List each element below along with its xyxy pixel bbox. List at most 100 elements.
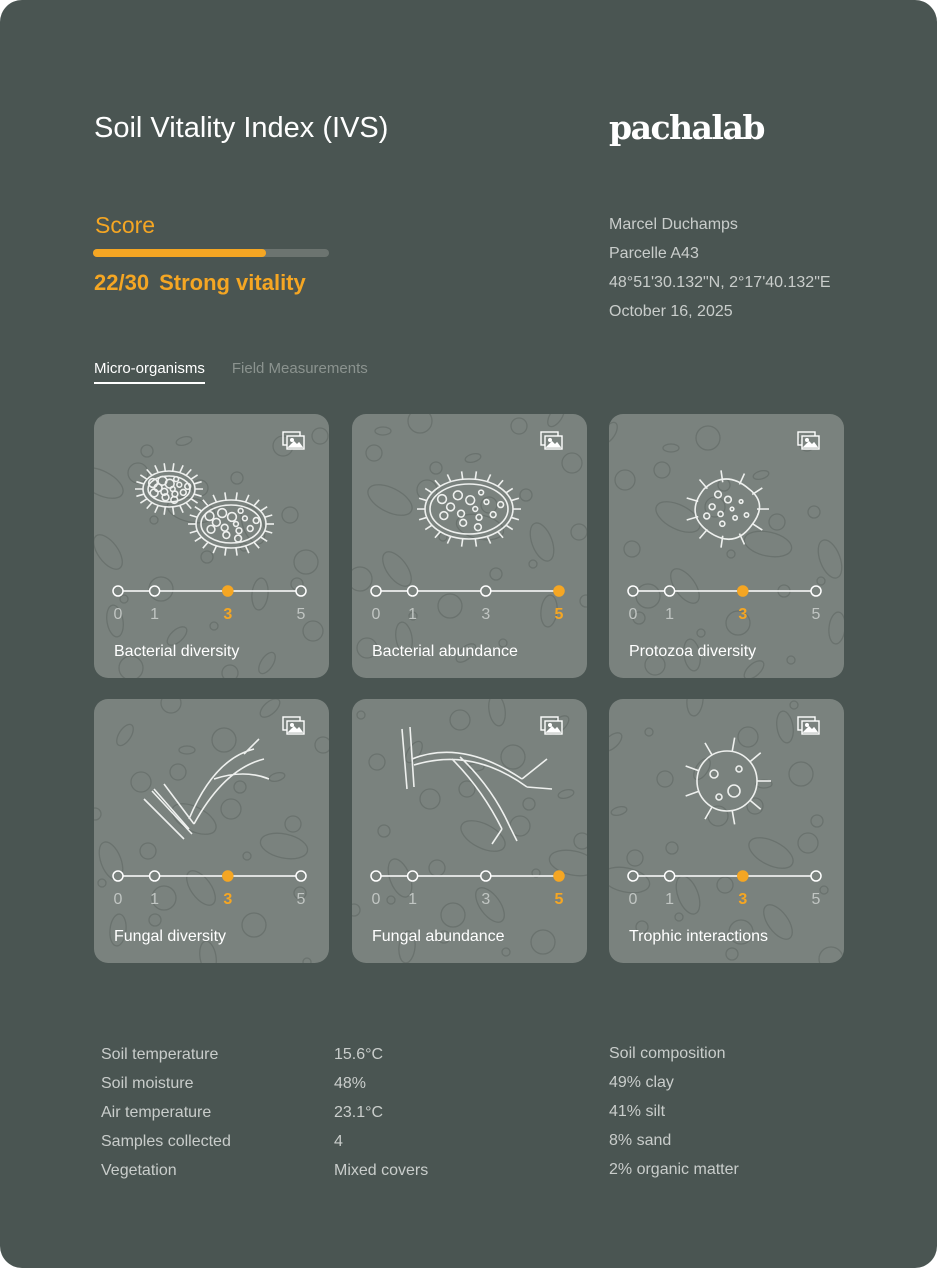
card-virus[interactable]: 0 1 3 5 Trophic interactions — [609, 699, 844, 963]
slider-tick-label: 1 — [408, 891, 418, 908]
page-title: Soil Vitality Index (IVS) — [94, 112, 389, 144]
slider-selected-dot[interactable] — [737, 585, 749, 597]
composition-item: 41% silt — [609, 1103, 666, 1120]
slider-dot[interactable] — [480, 870, 492, 882]
measurement-value: 48% — [334, 1075, 367, 1092]
score-slider — [112, 585, 307, 597]
card-fungal-network[interactable]: 0 1 3 5 Fungal abundance — [352, 699, 587, 963]
microbe-pattern-background — [609, 699, 844, 963]
slider-tick-label: 0 — [113, 606, 123, 623]
card-fungal-hyphae[interactable]: 0 1 3 5 Fungal diversity — [94, 699, 329, 963]
gallery-icon[interactable] — [540, 716, 564, 736]
measurement-values: 15.6°C 48% 23.1°C 4 Mixed covers — [334, 1040, 428, 1185]
slider-tick-label: 3 — [223, 606, 233, 623]
slider-dot[interactable] — [112, 585, 124, 597]
slider-dot[interactable] — [406, 870, 419, 882]
measurement-labels: Soil temperature Soil moisture Air tempe… — [101, 1040, 231, 1185]
slider-tick-label: 1 — [408, 606, 418, 623]
slider-dot[interactable] — [406, 585, 419, 597]
card-title: Fungal abundance — [372, 928, 505, 945]
slider-selected-dot[interactable] — [553, 870, 565, 882]
slider-selected-dot[interactable] — [222, 870, 234, 882]
measurement-label: Air temperature — [101, 1104, 212, 1121]
score-value: 22/30 Strong vitality — [94, 270, 316, 296]
slider-dot[interactable] — [810, 870, 822, 882]
measurement-value: 4 — [334, 1133, 343, 1150]
slider-tick-label: 0 — [371, 606, 381, 623]
slider-dot[interactable] — [810, 585, 822, 597]
measurement-value: 23.1°C — [334, 1104, 384, 1121]
slider-dot[interactable] — [112, 870, 124, 882]
measurement-value: Mixed covers — [334, 1162, 429, 1179]
microbe-pattern-background — [352, 414, 587, 663]
slider-dot[interactable] — [148, 585, 161, 597]
measurement-value: 15.6°C — [334, 1046, 384, 1063]
measurement-label: Soil temperature — [101, 1046, 219, 1063]
tab-field-measurements[interactable]: Field Measurements — [231, 360, 368, 377]
slider-dot[interactable] — [370, 585, 382, 597]
gallery-icon[interactable] — [540, 431, 564, 451]
slider-dot[interactable] — [148, 870, 161, 882]
logo: pachalab — [609, 108, 765, 147]
bacterium-illustration — [417, 471, 521, 547]
slider-dot[interactable] — [627, 870, 639, 882]
measurement-label: Vegetation — [101, 1162, 177, 1179]
slider-tick-label: 5 — [811, 891, 821, 908]
slider-selected-dot[interactable] — [222, 585, 234, 597]
slider-dot[interactable] — [295, 585, 307, 597]
score-label: Score — [95, 212, 156, 238]
slider-dot[interactable] — [663, 585, 676, 597]
measurement-label: Samples collected — [101, 1133, 231, 1150]
card-title: Bacterial diversity — [114, 643, 240, 660]
slider-selected-dot[interactable] — [553, 585, 565, 597]
slider-tick-label: 1 — [665, 606, 675, 623]
microbe-pattern-background — [94, 699, 329, 963]
slider-dot[interactable] — [295, 870, 307, 882]
slider-tick-label: 5 — [554, 891, 564, 908]
card-title: Bacterial abundance — [372, 643, 518, 660]
score-slider — [112, 870, 307, 882]
slider-tick-label: 3 — [223, 891, 233, 908]
slider-tick-label: 0 — [628, 606, 638, 623]
tab-micro-organisms[interactable]: Micro-organisms — [94, 360, 205, 384]
protozoa-illustration — [686, 470, 769, 548]
score-verdict: Strong vitality — [159, 270, 306, 295]
slider-dot[interactable] — [663, 870, 676, 882]
two-bacteria-illustration — [135, 463, 274, 556]
score-slider — [370, 870, 565, 882]
composition-item: 2% organic matter — [609, 1161, 739, 1178]
gallery-icon[interactable] — [282, 716, 306, 736]
composition-title: Soil composition — [609, 1045, 726, 1062]
slider-dot[interactable] — [370, 870, 382, 882]
composition-item: 49% clay — [609, 1074, 674, 1091]
gallery-icon[interactable] — [282, 431, 306, 451]
card-protozoa[interactable]: 0 1 3 5 Protozoa diversity — [609, 414, 844, 678]
slider-tick-label: 5 — [296, 606, 306, 623]
slider-tick-label: 1 — [150, 606, 160, 623]
card-bacterium[interactable]: 0 1 3 5 Bacterial abundance — [352, 414, 587, 678]
virus-illustration — [685, 737, 771, 825]
score-progress-fill — [93, 249, 267, 257]
slider-tick-label: 5 — [296, 891, 306, 908]
gallery-icon[interactable] — [797, 431, 821, 451]
score-slider — [627, 585, 822, 597]
microbe-pattern-background — [609, 421, 844, 678]
measurement-label: Soil moisture — [101, 1075, 194, 1092]
slider-tick-label: 1 — [150, 891, 160, 908]
composition-item: 8% sand — [609, 1132, 672, 1149]
slider-tick-label: 5 — [554, 606, 564, 623]
slider-tick-label: 3 — [481, 891, 491, 908]
score-slider — [627, 870, 822, 882]
slider-selected-dot[interactable] — [737, 870, 749, 882]
card-two-bacteria[interactable]: 0 1 3 5 Bacterial diversity — [94, 414, 329, 678]
slider-dot[interactable] — [627, 585, 639, 597]
report-date: October 16, 2025 — [609, 303, 733, 320]
parcel-id: Parcelle A43 — [609, 245, 699, 262]
slider-dot[interactable] — [480, 585, 492, 597]
microbe-pattern-background — [94, 414, 329, 678]
score-number: 22/30 — [94, 270, 150, 295]
coordinates: 48°51'30.132"N, 2°17'40.132"E — [609, 274, 831, 291]
gallery-icon[interactable] — [797, 716, 821, 736]
card-title: Fungal diversity — [114, 928, 227, 945]
